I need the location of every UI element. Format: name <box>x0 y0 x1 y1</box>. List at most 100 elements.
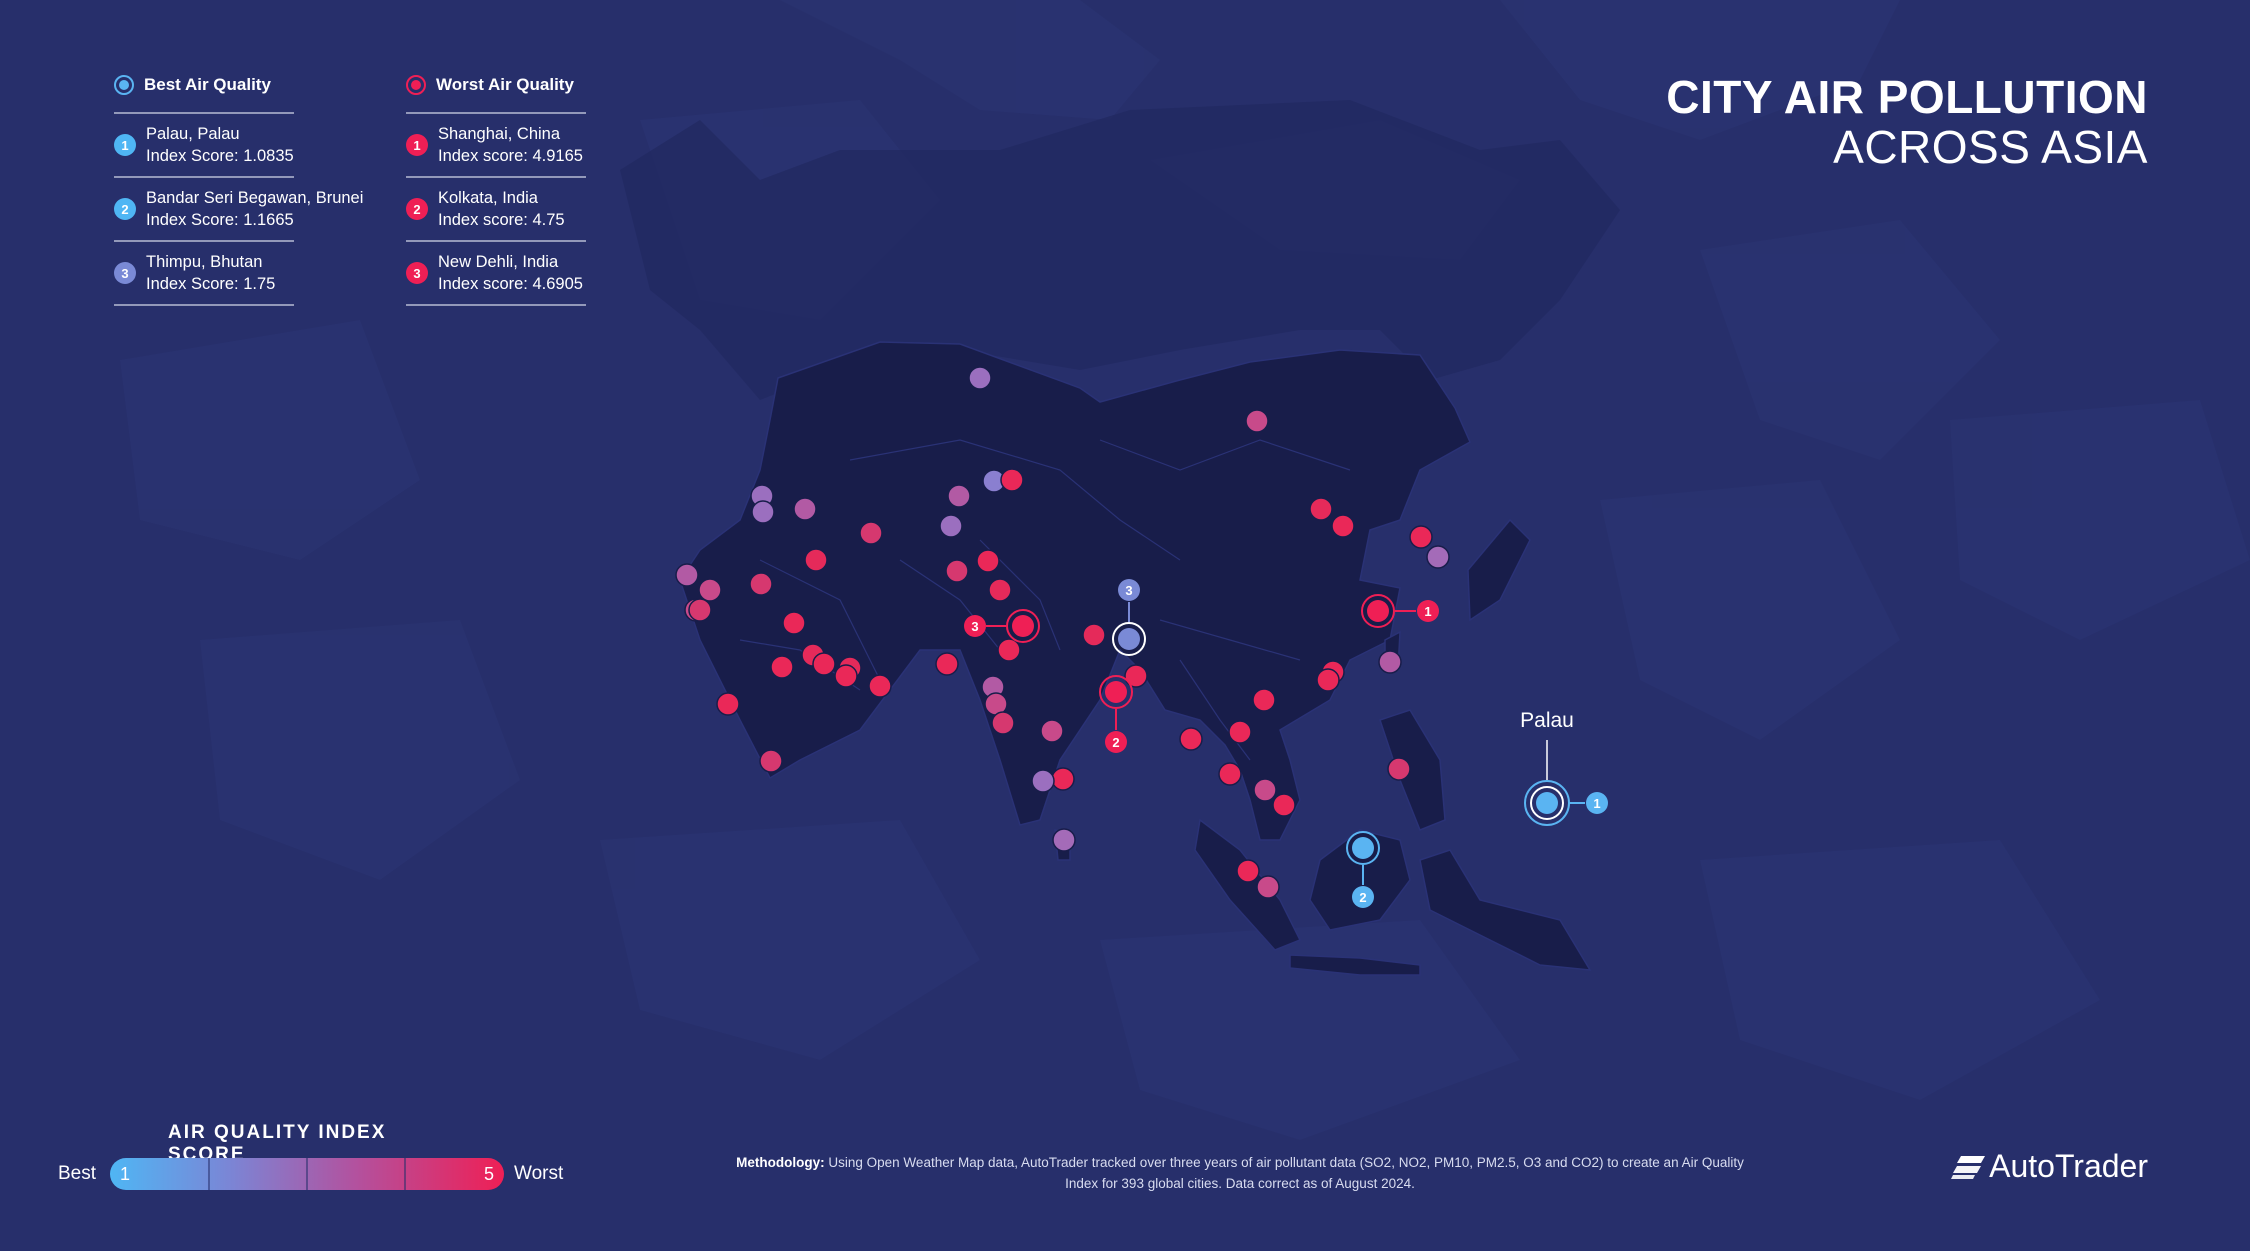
scale-tick <box>208 1158 210 1190</box>
sumatra <box>1194 818 1302 951</box>
city-marker[interactable] <box>991 711 1015 735</box>
city-marker[interactable] <box>1052 828 1076 852</box>
scale-gradient-bar: 1 5 <box>110 1158 504 1190</box>
city-marker[interactable] <box>1000 468 1024 492</box>
legend-city: Bandar Seri Begawan, Brunei <box>146 189 364 207</box>
legend-score: Index score: 4.6905 <box>438 275 583 293</box>
marker-kolkata-rank: 2 <box>1112 735 1119 750</box>
rank-badge: 2 <box>406 198 428 220</box>
legend-best: Best Air Quality 1 Palau, Palau Index Sco… <box>114 70 363 306</box>
rank-badge: 1 <box>406 134 428 156</box>
city-marker[interactable] <box>997 638 1021 662</box>
legend-worst-item-3: 3 New Dehli, India Index score: 4.6905 <box>406 242 586 306</box>
city-marker[interactable] <box>868 674 892 698</box>
city-marker[interactable] <box>1124 664 1148 688</box>
city-marker[interactable] <box>935 652 959 676</box>
city-marker[interactable] <box>1236 859 1260 883</box>
city-marker[interactable] <box>1309 497 1333 521</box>
methodology-label: Methodology: <box>736 1155 825 1170</box>
legend-city: Kolkata, India <box>438 189 538 207</box>
sulawesi-newguinea <box>1419 849 1592 971</box>
legend-city: New Dehli, India <box>438 253 559 271</box>
city-marker[interactable] <box>988 578 1012 602</box>
marker-thimpu[interactable]: 3 <box>1112 579 1146 656</box>
city-marker[interactable] <box>1218 762 1242 786</box>
legend-best-heading: Best Air Quality <box>114 70 294 100</box>
marker-new-dehli[interactable]: 3 <box>964 609 1040 643</box>
legend-score: Index score: 4.75 <box>438 211 565 229</box>
city-marker[interactable] <box>759 749 783 773</box>
city-marker[interactable] <box>1378 650 1402 674</box>
scale-max: 5 <box>483 1164 494 1184</box>
city-marker[interactable] <box>751 500 775 524</box>
rank-badge: 1 <box>114 134 136 156</box>
marker-shanghai[interactable]: 1 <box>1361 594 1439 628</box>
legend-score: Index Score: 1.75 <box>146 275 276 293</box>
city-marker[interactable] <box>1272 793 1296 817</box>
city-marker[interactable] <box>793 497 817 521</box>
city-marker[interactable] <box>1082 623 1106 647</box>
city-marker[interactable] <box>1253 778 1277 802</box>
city-marker[interactable] <box>804 548 828 572</box>
city-marker[interactable] <box>947 484 971 508</box>
java <box>1289 954 1421 976</box>
rank-badge: 3 <box>406 262 428 284</box>
scale-min: 1 <box>120 1164 131 1184</box>
worst-dot-icon <box>406 75 426 95</box>
legend-score: Index Score: 1.0835 <box>146 147 294 165</box>
city-marker[interactable] <box>1409 525 1433 549</box>
city-marker[interactable] <box>770 655 794 679</box>
legend-worst-heading: Worst Air Quality <box>406 70 586 100</box>
city-marker[interactable] <box>1426 545 1450 569</box>
city-marker[interactable] <box>1316 668 1340 692</box>
marker-bandar-seri-begawan[interactable]: 2 <box>1346 831 1380 908</box>
city-marker[interactable] <box>812 652 836 676</box>
city-marker[interactable] <box>749 572 773 596</box>
scale-worst-label: Worst <box>514 1163 564 1184</box>
brand-logo: AutoTrader <box>1951 1148 2148 1185</box>
city-marker[interactable] <box>1245 409 1269 433</box>
city-marker[interactable] <box>1256 875 1280 899</box>
legend-score: Index score: 4.9165 <box>438 147 583 165</box>
marker-new-dehli-rank: 3 <box>971 619 978 634</box>
city-marker[interactable] <box>1331 514 1355 538</box>
city-marker[interactable] <box>859 521 883 545</box>
city-marker[interactable] <box>716 692 740 716</box>
autotrader-logo-icon <box>1951 1155 1986 1179</box>
city-marker[interactable] <box>688 598 712 622</box>
legend-city: Palau, Palau <box>146 125 240 143</box>
city-marker[interactable] <box>976 549 1000 573</box>
legend-best-item-2: 2 Bandar Seri Begawan, Brunei Index Score… <box>114 178 363 242</box>
marker-palau[interactable]: 1 Palau <box>1520 709 1608 826</box>
city-marker[interactable] <box>834 664 858 688</box>
city-marker[interactable] <box>939 514 963 538</box>
scale-best-label: Best <box>58 1163 97 1184</box>
legend-score: Index Score: 1.1665 <box>146 211 294 229</box>
marker-palau-rank: 1 <box>1593 796 1600 811</box>
legend-worst-item-2: 2 Kolkata, India Index score: 4.75 <box>406 178 586 242</box>
city-marker[interactable] <box>782 611 806 635</box>
city-marker[interactable] <box>1252 688 1276 712</box>
legend-worst: Worst Air Quality 1 Shanghai, China Index… <box>406 70 586 306</box>
legend-worst-item-1: 1 Shanghai, China Index score: 4.9165 <box>406 114 586 178</box>
marker-kolkata[interactable]: 2 <box>1099 675 1133 753</box>
city-marker[interactable] <box>698 578 722 602</box>
legend-best-item-3: 3 Thimpu, Bhutan Index Score: 1.75 <box>114 242 294 306</box>
city-marker[interactable] <box>1040 719 1064 743</box>
city-marker[interactable] <box>675 563 699 587</box>
city-marker[interactable] <box>1031 769 1055 793</box>
brand-name: AutoTrader <box>1989 1148 2148 1184</box>
legend-worst-heading-text: Worst Air Quality <box>436 75 574 94</box>
city-marker[interactable] <box>1387 757 1411 781</box>
city-marker[interactable] <box>968 366 992 390</box>
city-marker[interactable] <box>1228 720 1252 744</box>
city-marker[interactable] <box>1179 727 1203 751</box>
legend-best-heading-text: Best Air Quality <box>144 75 271 94</box>
methodology-text: Using Open Weather Map data, AutoTrader … <box>828 1155 1744 1191</box>
city-marker[interactable] <box>945 559 969 583</box>
palau-callout-label: Palau <box>1520 709 1574 732</box>
